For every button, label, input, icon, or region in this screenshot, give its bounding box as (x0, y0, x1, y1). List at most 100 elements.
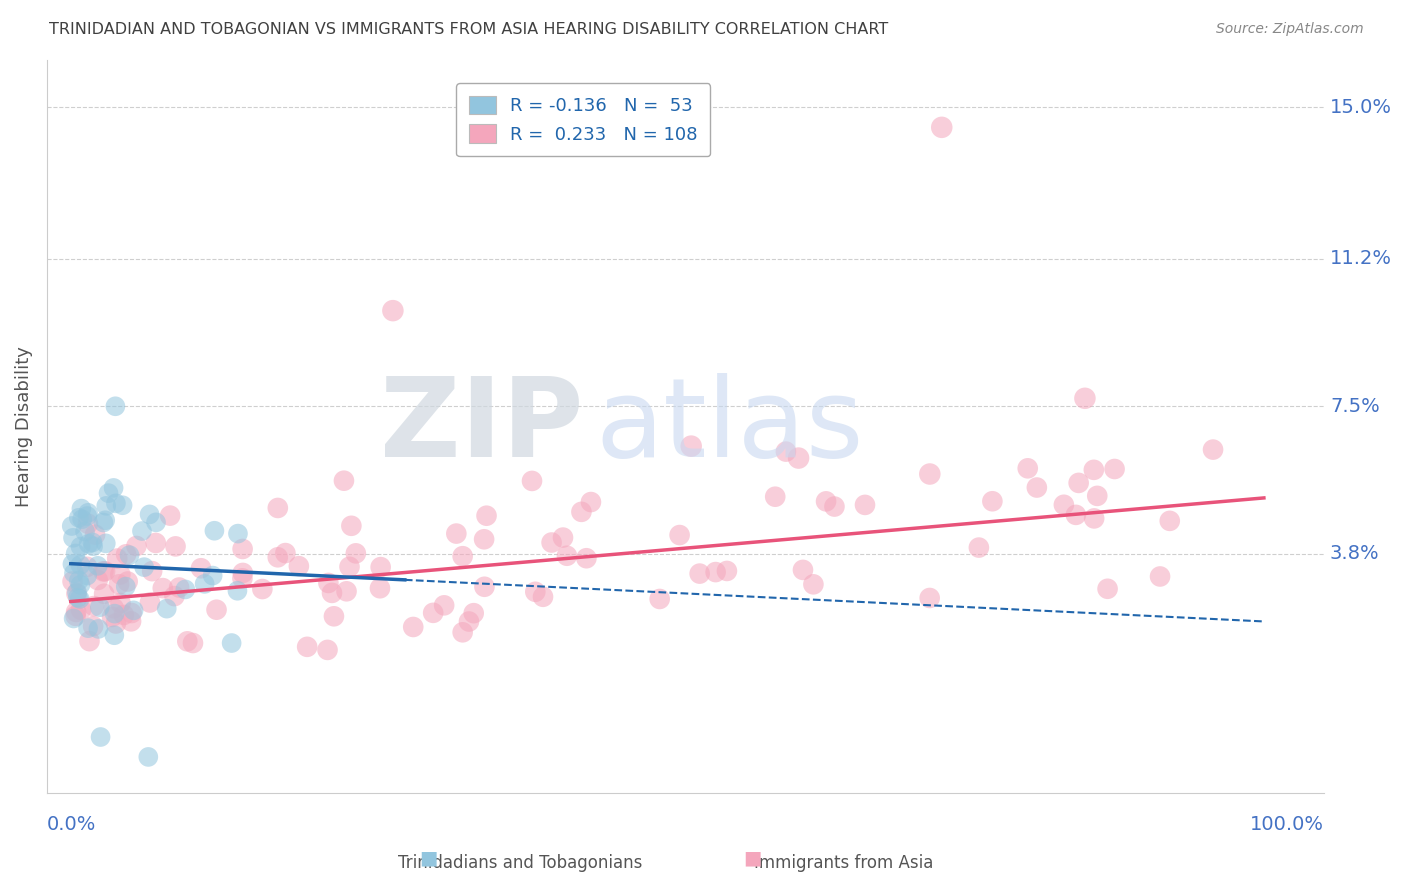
Point (1097, 582, 1119, 596)
Point (288, 559, 311, 574)
Point (84, 527, 107, 541)
Point (221, 636, 243, 650)
Point (689, 566, 711, 581)
Point (344, 546, 367, 560)
Point (205, 603, 228, 617)
Point (918, 467, 941, 481)
Point (77, 621, 100, 635)
Point (472, 533, 495, 547)
Point (540, 535, 562, 549)
Point (101, 610, 124, 624)
Point (668, 528, 690, 542)
Text: Trinidadians and Tobagonians: Trinidadians and Tobagonians (398, 855, 643, 872)
Point (118, 548, 141, 562)
Point (1074, 392, 1097, 406)
Point (90, 730, 112, 744)
Point (520, 474, 543, 488)
Point (77, 506, 100, 520)
Point (65, 605, 87, 619)
Text: 11.2%: 11.2% (1330, 250, 1392, 268)
Point (174, 582, 197, 597)
Point (1083, 463, 1105, 477)
Point (62, 557, 84, 571)
Point (134, 560, 156, 574)
Point (103, 628, 125, 642)
Point (65, 546, 87, 560)
Point (93, 587, 115, 601)
Point (252, 582, 274, 596)
Point (67, 574, 90, 588)
Point (475, 508, 498, 523)
Point (70, 603, 93, 617)
Point (131, 524, 153, 538)
Point (681, 439, 703, 453)
Point (370, 560, 392, 574)
Point (94, 536, 117, 550)
Text: ■: ■ (419, 849, 439, 868)
Point (967, 541, 990, 555)
Point (1067, 475, 1090, 490)
Point (125, 539, 148, 553)
Point (93, 565, 115, 579)
Point (176, 634, 198, 648)
Point (122, 603, 145, 617)
Point (571, 505, 593, 519)
Text: atlas: atlas (596, 373, 865, 480)
Point (62, 574, 84, 589)
Point (121, 606, 143, 620)
Point (87, 573, 110, 587)
Point (167, 581, 190, 595)
Point (145, 516, 167, 530)
Point (575, 551, 598, 566)
Point (433, 599, 456, 613)
Text: 3.8%: 3.8% (1330, 544, 1379, 563)
Point (73, 524, 96, 539)
Point (231, 571, 253, 585)
Point (79, 634, 101, 648)
Point (83, 599, 105, 613)
Point (451, 549, 474, 564)
Point (1149, 569, 1171, 583)
Point (716, 564, 738, 578)
Point (104, 616, 127, 631)
Point (1064, 508, 1087, 522)
Point (194, 577, 217, 591)
Point (555, 549, 578, 563)
Point (87, 622, 110, 636)
Point (333, 474, 356, 488)
Point (66, 591, 89, 605)
Point (267, 500, 290, 515)
Point (1017, 461, 1039, 475)
Point (70, 512, 93, 526)
Point (1202, 442, 1225, 457)
Point (145, 536, 167, 550)
Point (422, 606, 444, 620)
Point (104, 607, 127, 621)
Point (274, 546, 297, 560)
Point (77, 516, 100, 531)
Point (1085, 489, 1108, 503)
Point (1083, 511, 1105, 525)
Point (368, 581, 391, 595)
Point (803, 577, 825, 591)
Point (77, 537, 100, 551)
Point (763, 490, 786, 504)
Point (579, 495, 602, 509)
Point (82, 535, 104, 549)
Point (69, 540, 91, 554)
Point (181, 636, 204, 650)
Point (87, 558, 110, 573)
Point (648, 591, 671, 606)
Point (103, 601, 125, 615)
Point (792, 563, 814, 577)
Point (232, 541, 254, 556)
Point (489, 132, 512, 146)
Point (402, 620, 425, 634)
Point (76, 559, 98, 574)
Point (787, 451, 810, 466)
Text: 15.0%: 15.0% (1330, 98, 1392, 117)
Point (451, 625, 474, 640)
Point (65, 608, 87, 623)
Point (108, 577, 131, 591)
Point (474, 580, 496, 594)
